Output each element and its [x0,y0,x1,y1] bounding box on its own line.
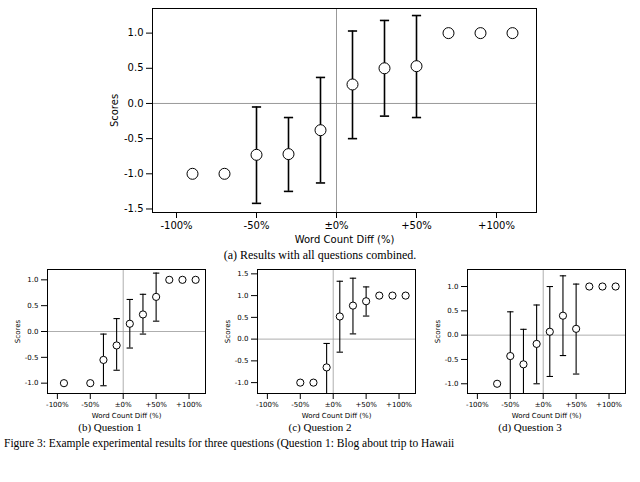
svg-text:Word Count Diff (%): Word Count Diff (%) [512,412,582,420]
html-text:(d) Question 3: (d) Question 3 [498,421,562,433]
svg-text:Scores: Scores [14,320,22,344]
svg-text:0.5: 0.5 [27,302,38,310]
svg-text:-100%: -100% [46,401,69,409]
svg-text:Scores: Scores [434,320,442,344]
svg-text:-50%: -50% [244,220,270,231]
svg-text:0.0: 0.0 [27,328,38,336]
svg-text:Word Count Diff (%): Word Count Diff (%) [302,412,372,420]
svg-text:±0%: ±0% [325,401,342,409]
svg-text:-0.5: -0.5 [124,133,144,144]
svg-text:1.0: 1.0 [237,292,248,300]
svg-text:-50%: -50% [501,401,519,409]
svg-text:-100%: -100% [466,401,489,409]
svg-text:-1.5: -1.5 [124,203,144,214]
html-text:(a) Results with all questions: (a) Results with all questions combined. [223,248,417,262]
svg-text:-1.0: -1.0 [235,379,249,387]
svg-text:±0%: ±0% [535,401,552,409]
svg-text:Scores: Scores [224,320,232,344]
svg-text:±0%: ±0% [324,220,348,231]
svg-text:0.5: 0.5 [237,314,248,322]
svg-text:0.0: 0.0 [237,335,248,343]
svg-text:+100%: +100% [176,401,202,409]
html-text:Figure 3: Example experimental: Figure 3: Example experimental results f… [4,437,455,449]
svg-text:1.5: 1.5 [237,270,248,278]
svg-text:0.5: 0.5 [128,62,144,73]
svg-text:1.0: 1.0 [128,27,144,38]
svg-text:0.5: 0.5 [447,307,458,315]
svg-text:-100%: -100% [160,220,192,231]
html-text:(b) Question 1: (b) Question 1 [78,421,142,433]
svg-text:+50%: +50% [145,401,167,409]
svg-text:1.0: 1.0 [447,283,458,291]
svg-text:1.0: 1.0 [27,276,38,284]
svg-text:-50%: -50% [291,401,309,409]
svg-text:-1.0: -1.0 [124,168,144,179]
svg-text:±0%: ±0% [115,401,132,409]
svg-text:+50%: +50% [565,401,587,409]
svg-text:+50%: +50% [355,401,377,409]
svg-text:+100%: +100% [386,401,412,409]
svg-text:-50%: -50% [81,401,99,409]
svg-text:-100%: -100% [256,401,279,409]
svg-text:0.0: 0.0 [128,98,144,109]
svg-text:-0.5: -0.5 [445,356,459,364]
svg-text:Scores: Scores [109,94,120,127]
svg-text:Word Count Diff (%): Word Count Diff (%) [92,412,162,420]
svg-text:-0.5: -0.5 [235,357,249,365]
html-text:(c) Question 2: (c) Question 2 [288,421,352,433]
svg-text:+100%: +100% [596,401,622,409]
svg-text:0.0: 0.0 [447,331,458,339]
svg-text:-1.0: -1.0 [445,380,459,388]
svg-text:-0.5: -0.5 [25,354,39,362]
svg-text:-1.0: -1.0 [25,379,39,387]
svg-text:Word Count Diff (%): Word Count Diff (%) [295,234,395,245]
svg-text:+100%: +100% [478,220,515,231]
svg-text:+50%: +50% [401,220,432,231]
